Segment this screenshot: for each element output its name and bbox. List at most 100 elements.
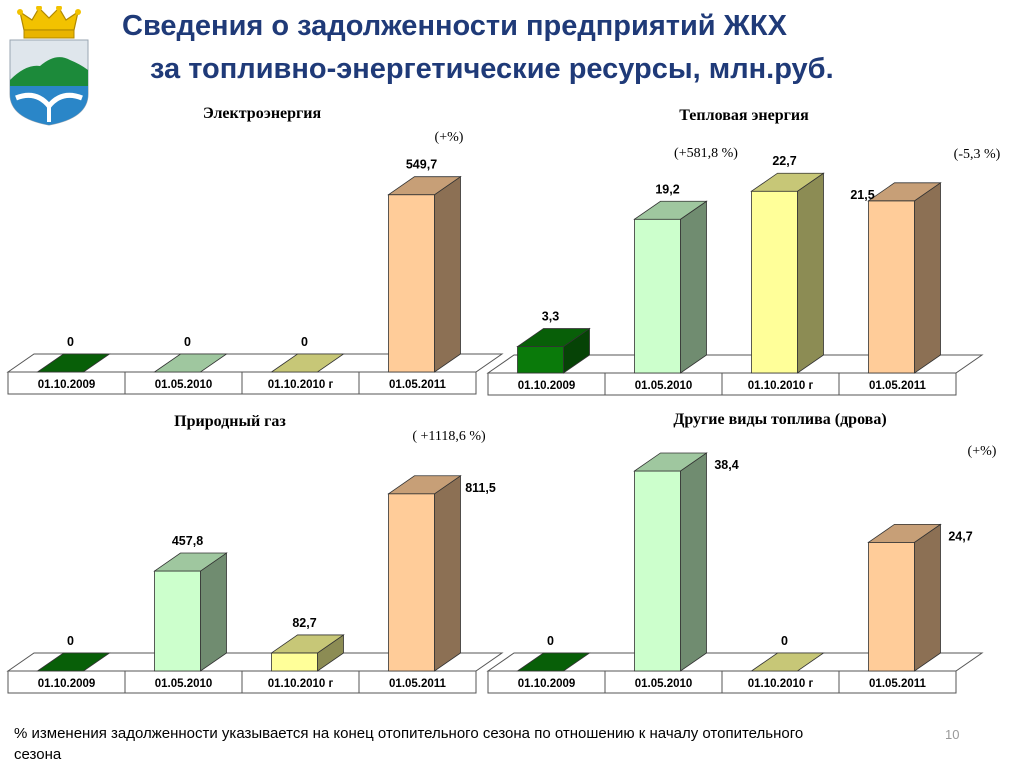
chart-4-value-label: 38,4 — [714, 458, 738, 472]
chart-2-bar-top — [633, 200, 708, 220]
chart-4-bar — [867, 523, 942, 672]
chart-2-value-label: 22,7 — [772, 154, 796, 168]
chart-1-group — [6, 175, 504, 395]
chart-2-bar — [633, 200, 708, 374]
chart-2-annotation: (-5,3 %) — [954, 147, 1001, 162]
chart-2-bar-top — [867, 182, 942, 202]
coat-of-arms-icon — [9, 6, 89, 126]
slide-title-line-2: за топливно-энергетические ресурсы, млн.… — [150, 53, 834, 85]
chart-4-title: Другие виды топлива (дрова) — [673, 411, 886, 428]
chart-4-bar-front — [634, 470, 681, 672]
chart-4-bar-front — [868, 541, 915, 672]
chart-3-value-label: 82,7 — [292, 616, 316, 630]
chart-3-bar — [270, 634, 345, 672]
chart-4-annotation: (+%) — [968, 444, 997, 459]
chart-4-bar-top — [750, 652, 825, 672]
chart-1-tick-label: 01.05.2011 — [389, 379, 447, 391]
chart-4-tick-label: 01.10.2010 г — [748, 678, 814, 690]
chart-4-value-label: 0 — [547, 634, 554, 648]
chart-2-bar-side — [680, 200, 707, 374]
chart-2-bar — [867, 182, 942, 374]
chart-3-annotation: ( +1118,6 %) — [412, 429, 486, 444]
chart-3-group — [6, 475, 504, 694]
chart-1-tick-label: 01.05.2010 — [155, 379, 213, 391]
chart-2-value-label: 3,3 — [542, 310, 559, 324]
chart-3-tick-label: 01.05.2010 — [155, 678, 213, 690]
chart-1-title: Электроэнергия — [203, 105, 322, 122]
chart-2-bar-front — [517, 346, 564, 374]
chart-3-tick-label: 01.05.2011 — [389, 678, 447, 690]
chart-3-bar-front — [388, 493, 435, 672]
chart-2-title: Тепловая энергия — [679, 107, 809, 124]
chart-3-value-label: 0 — [67, 634, 74, 648]
chart-2-tick-label: 01.10.2010 г — [748, 380, 814, 392]
chart-4-value-label: 0 — [781, 634, 788, 648]
chart-4-bar-top — [633, 452, 708, 472]
chart-4-bar-top — [516, 652, 591, 672]
chart-2-bar — [516, 327, 591, 374]
chart-3-bar-front — [154, 570, 201, 672]
chart-1-value-label: 0 — [67, 335, 74, 349]
chart-1-tick-label: 01.10.2010 г — [268, 379, 334, 391]
crown-icon — [17, 6, 81, 39]
chart-2-tick-label: 01.05.2010 — [635, 380, 693, 392]
chart-2-value-label: 19,2 — [655, 182, 679, 196]
chart-2-value-label: 21,5 — [850, 188, 874, 202]
chart-3-tick-label: 01.10.2010 г — [268, 678, 334, 690]
chart-3-bar-side — [200, 552, 227, 672]
chart-2-bar-front — [634, 218, 681, 374]
chart-4-bar-side — [914, 523, 941, 672]
chart-3-bar-front — [271, 652, 318, 672]
chart-1-bar — [270, 353, 345, 373]
chart-1-value-label: 0 — [184, 335, 191, 349]
chart-3-bar-side — [434, 475, 461, 672]
chart-4-bar — [750, 652, 825, 672]
chart-2-annotation: (+581,8 %) — [674, 146, 738, 161]
chart-4-value-label: 24,7 — [948, 529, 972, 543]
chart-4-bar-side — [680, 452, 707, 672]
slide-title-line-1: Сведения о задолженности предприятий ЖКХ — [122, 10, 787, 42]
chart-1-value-label: 549,7 — [406, 158, 437, 172]
chart-4-tick-label: 01.10.2009 — [518, 678, 576, 690]
chart-4-bar — [633, 452, 708, 672]
chart-3-value-label: 457,8 — [172, 534, 203, 548]
chart-3-title: Природный газ — [174, 413, 286, 430]
chart-2-bar-side — [914, 182, 941, 374]
chart-2-bar-side — [797, 172, 824, 374]
chart-3-bar — [36, 652, 111, 672]
chart-1-tick-label: 01.10.2009 — [38, 379, 96, 391]
chart-1-bar-top — [387, 176, 462, 196]
chart-2-group — [486, 172, 984, 396]
chart-2-bar-top — [750, 172, 825, 192]
footnote: % изменения задолженности указывается на… — [14, 725, 804, 763]
page-number: 10 — [945, 727, 960, 742]
chart-3-bar — [153, 552, 228, 672]
chart-1-bar-top — [36, 353, 111, 373]
chart-3-bar-top — [36, 652, 111, 672]
chart-1-bar — [153, 353, 228, 373]
chart-4-tick-label: 01.05.2010 — [635, 678, 693, 690]
chart-2-bar-front — [751, 190, 798, 374]
chart-1-bar — [36, 353, 111, 373]
chart-1-bar-front — [388, 194, 435, 373]
chart-1-bar-top — [153, 353, 228, 373]
chart-3-tick-label: 01.10.2009 — [38, 678, 96, 690]
chart-1-bar — [387, 175, 462, 373]
chart-3-bar-top — [153, 552, 228, 572]
chart-3-value-label: 811,5 — [465, 481, 496, 495]
chart-2-bar — [750, 172, 825, 374]
chart-1-bar-top — [270, 353, 345, 373]
chart-4-bar — [516, 652, 591, 672]
chart-3-bar-top — [387, 475, 462, 495]
chart-2-tick-label: 01.10.2009 — [518, 380, 576, 392]
chart-4-bar-top — [867, 523, 942, 543]
chart-1-annotation: (+%) — [435, 130, 464, 145]
chart-2-bar-top — [516, 328, 591, 347]
chart-2-bar-front — [868, 200, 915, 374]
chart-4-group — [486, 452, 984, 694]
chart-3-bar-top — [270, 634, 345, 654]
chart-4-tick-label: 01.05.2011 — [869, 678, 927, 690]
chart-2-tick-label: 01.05.2011 — [869, 380, 927, 392]
chart-1-value-label: 0 — [301, 335, 308, 349]
